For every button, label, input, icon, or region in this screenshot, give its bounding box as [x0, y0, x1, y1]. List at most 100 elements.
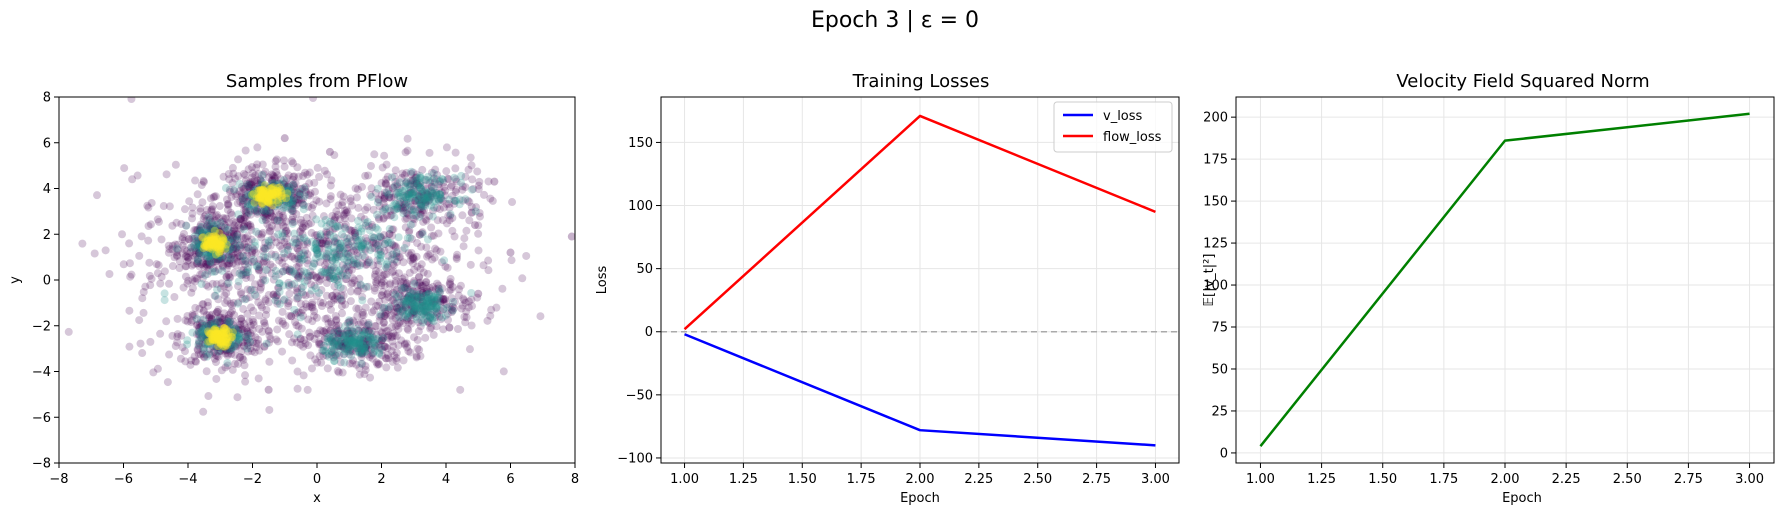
scatter-point: [221, 319, 230, 328]
scatter-point: [216, 341, 225, 350]
scatter-point: [228, 301, 237, 310]
scatter-point: [307, 364, 316, 373]
scatter-point: [326, 326, 335, 335]
scatter-point: [245, 187, 254, 196]
scatter-point: [392, 348, 401, 357]
scatter-point: [333, 210, 342, 219]
scatter-point: [434, 284, 443, 293]
scatter-point: [440, 183, 449, 192]
scatter-point: [164, 248, 173, 257]
scatter-point: [196, 204, 205, 213]
scatter-point: [258, 171, 267, 180]
scatter-point: [159, 202, 168, 211]
scatter-point: [424, 317, 433, 326]
scatter-point: [240, 184, 249, 193]
scatter-point: [160, 267, 169, 276]
scatter-point: [296, 334, 305, 343]
scatter-point: [227, 239, 236, 248]
scatter-point: [172, 248, 181, 257]
scatter-point: [394, 233, 403, 242]
scatter-point: [388, 357, 397, 366]
scatter-point: [257, 183, 266, 192]
scatter-point: [327, 320, 336, 329]
scatter-panel: Samples from PFlow −8 −6 −4 −2 0 2 4 6 8−8−6−4−2…: [8, 71, 579, 506]
scatter-point: [379, 213, 388, 222]
scatter-point: [265, 185, 274, 194]
scatter-point: [224, 252, 233, 261]
scatter-point: [246, 338, 255, 347]
scatter-point: [407, 176, 416, 185]
scatter-point: [217, 255, 226, 264]
scatter-point: [192, 243, 201, 252]
scatter-point: [201, 259, 210, 268]
x-tick-label: 2.00: [906, 472, 935, 487]
scatter-point: [246, 200, 255, 209]
scatter-point: [228, 365, 237, 374]
scatter-point: [443, 263, 452, 272]
scatter-point: [221, 240, 230, 249]
scatter-point: [332, 207, 341, 216]
scatter-point: [339, 343, 348, 352]
scatter-point: [396, 277, 405, 286]
scatter-point: [219, 262, 228, 271]
scatter-point: [447, 294, 456, 303]
scatter-point: [330, 249, 339, 258]
scatter-point: [198, 332, 207, 341]
scatter-point: [171, 342, 180, 351]
scatter-point: [367, 335, 376, 344]
scatter-point: [408, 303, 417, 312]
scatter-point: [283, 202, 292, 211]
scatter-point: [292, 338, 301, 347]
scatter-point: [421, 198, 430, 207]
scatter-point: [205, 311, 214, 320]
scatter-point: [195, 249, 204, 258]
scatter-point: [383, 172, 392, 181]
scatter-point: [344, 258, 353, 267]
scatter-point: [226, 317, 235, 326]
scatter-point: [271, 157, 280, 166]
scatter-point: [241, 192, 250, 201]
scatter-point: [378, 206, 387, 215]
scatter-point: [222, 337, 231, 346]
scatter-point: [204, 282, 213, 291]
scatter-point: [362, 260, 371, 269]
scatter-point: [253, 160, 262, 169]
scatter-point: [200, 346, 209, 355]
scatter-point: [197, 249, 206, 258]
scatter-point: [201, 236, 210, 245]
scatter-point: [392, 293, 401, 302]
scatter-point: [249, 189, 258, 198]
scatter-point: [358, 327, 367, 336]
scatter-point: [439, 298, 448, 307]
scatter-point: [256, 176, 265, 185]
scatter-point: [409, 255, 418, 264]
scatter-point: [238, 256, 247, 265]
scatter-point: [195, 323, 204, 332]
scatter-point: [227, 341, 236, 350]
scatter-point: [208, 225, 217, 234]
scatter-point: [271, 202, 280, 211]
scatter-point: [385, 189, 394, 198]
scatter-point: [256, 175, 265, 184]
scatter-point: [388, 184, 397, 193]
scatter-point: [257, 180, 266, 189]
scatter-point: [224, 236, 233, 245]
scatter-point: [392, 332, 401, 341]
scatter-point: [453, 250, 462, 259]
scatter-point: [312, 273, 321, 282]
scatter-point: [154, 217, 163, 226]
scatter-point: [326, 305, 335, 314]
scatter-point: [209, 323, 218, 332]
scatter-point: [213, 234, 222, 243]
scatter-point: [296, 254, 305, 263]
scatter-point: [260, 194, 269, 203]
scatter-point: [335, 215, 344, 224]
scatter-point: [160, 296, 169, 305]
scatter-point: [308, 303, 317, 312]
scatter-point: [310, 334, 319, 343]
scatter-point: [427, 223, 436, 232]
scatter-point: [254, 298, 263, 307]
scatter-point: [364, 282, 373, 291]
scatter-point: [258, 200, 267, 209]
scatter-point: [194, 327, 203, 336]
